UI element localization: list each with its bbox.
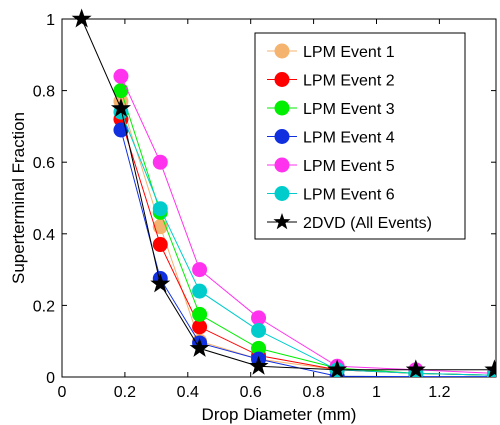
legend: LPM Event 1 LPM Event 2 LPM Event 3 LPM Eve…: [254, 32, 466, 240]
legend-marker: [274, 186, 290, 201]
data-point: [152, 154, 168, 170]
data-point-star: [150, 273, 171, 293]
y-tick-label: 0.6: [33, 155, 55, 172]
y-axis-label: Superterminal Fraction: [9, 112, 28, 284]
x-tick-label: 1: [372, 384, 381, 401]
data-point: [192, 306, 208, 322]
legend-label: 2DVD (All Events): [303, 215, 432, 232]
x-tick-label: 1.2: [428, 384, 450, 401]
data-point: [113, 83, 129, 99]
data-point-star: [71, 8, 92, 28]
legend-item-6: LPM Event 6: [267, 186, 395, 204]
data-point: [152, 201, 168, 217]
data-point: [152, 237, 168, 253]
legend-label: LPM Event 1: [303, 44, 395, 61]
legend-box: [254, 32, 466, 240]
data-point: [192, 262, 208, 278]
data-point-star: [327, 359, 348, 377]
legend-item-5: LPM Event 5: [267, 157, 395, 175]
data-point: [251, 322, 267, 338]
y-tick-label: 1: [46, 12, 55, 29]
y-tick-label: 0.4: [33, 227, 55, 244]
legend-marker-star: [273, 213, 291, 230]
series-7: [71, 8, 496, 377]
y-axis-ticks: 0 0.2 0.4 0.6 0.8 1: [33, 12, 496, 387]
data-point: [113, 68, 129, 84]
legend-label: LPM Event 2: [303, 73, 395, 90]
legend-item-1: LPM Event 1: [267, 43, 395, 61]
legend-marker: [274, 100, 290, 116]
data-point: [192, 283, 208, 299]
x-tick-label: 0.2: [114, 384, 136, 401]
legend-label: LPM Event 4: [303, 130, 395, 147]
x-tick-label: 0.6: [240, 384, 262, 401]
legend-marker: [274, 129, 290, 144]
data-point-star: [248, 355, 269, 375]
legend-marker: [274, 43, 290, 59]
data-point-star: [110, 97, 131, 118]
data-point: [251, 310, 267, 326]
series-layer: [71, 8, 496, 377]
y-tick-label: 0: [46, 370, 55, 387]
x-axis-label: Drop Diameter (mm): [202, 405, 357, 424]
y-tick-label: 0.2: [33, 298, 55, 315]
legend-marker: [274, 72, 290, 87]
legend-label: LPM Event 5: [303, 158, 395, 175]
x-tick-label: 0.4: [177, 384, 199, 401]
y-tick-label: 0.8: [33, 84, 55, 101]
x-axis-ticks: 0 0.2 0.4 0.6 0.8 1 1.2: [58, 19, 451, 401]
legend-item-7: 2DVD (All Events): [267, 213, 432, 232]
data-point: [251, 340, 267, 356]
data-point: [192, 319, 208, 335]
data-point-star: [189, 337, 210, 357]
legend-item-4: LPM Event 4: [267, 129, 395, 147]
legend-label: LPM Event 6: [303, 187, 395, 204]
series-line: [81, 18, 495, 371]
x-tick-label: 0: [58, 384, 67, 401]
legend-item-3: LPM Event 3: [267, 100, 395, 118]
data-point-star: [405, 359, 426, 377]
data-point-star: [484, 359, 496, 377]
x-tick-label: 0.8: [302, 384, 324, 401]
legend-label: LPM Event 3: [303, 101, 395, 118]
legend-item-2: LPM Event 2: [267, 72, 395, 90]
legend-marker: [274, 157, 290, 173]
